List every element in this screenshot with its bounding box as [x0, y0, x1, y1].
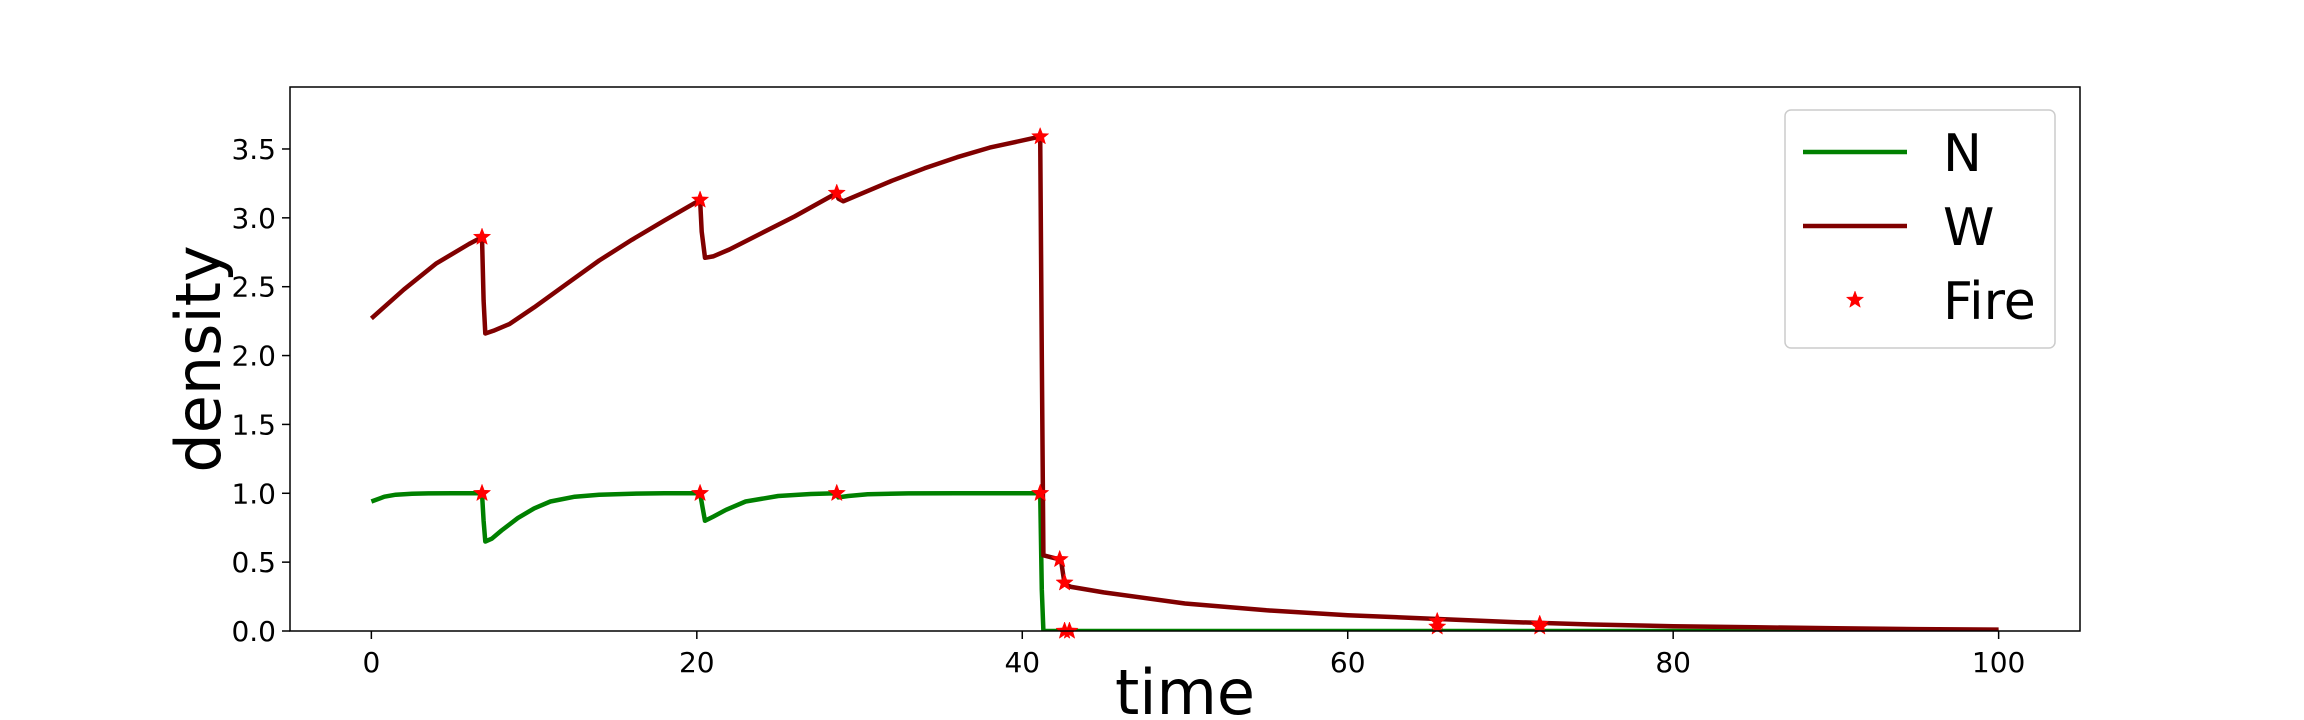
- y-tick-label: 2.0: [231, 340, 276, 373]
- fire-point: [1050, 549, 1069, 568]
- fire-point: [1030, 483, 1050, 502]
- fire-markers: [472, 126, 1549, 639]
- y-tick-label: 1.5: [231, 408, 276, 441]
- fire-point: [690, 483, 710, 502]
- y-tick-label: 0.0: [231, 615, 276, 648]
- x-axis-label: time: [1115, 656, 1255, 720]
- y-tick-label: 2.5: [231, 271, 276, 304]
- x-tick-label: 40: [1004, 646, 1040, 679]
- x-axis: 0 20 40 60 80 100: [362, 631, 2025, 679]
- plot-area-frame: [289, 86, 2081, 632]
- legend-label-w: W: [1943, 198, 1994, 258]
- x-tick-label: 0: [362, 646, 380, 679]
- fire-point: [472, 227, 492, 245]
- series-line-w: [369, 134, 1999, 631]
- x-tick-label: 100: [1972, 646, 2025, 679]
- fire-point: [690, 190, 710, 208]
- y-tick-label: 3.5: [231, 133, 276, 166]
- fire-point: [1030, 126, 1050, 145]
- y-axis-label: density: [162, 245, 235, 472]
- y-tick-label: 3.0: [231, 202, 276, 235]
- legend: NW Fire: [1784, 109, 2056, 349]
- y-tick-label: 0.5: [231, 546, 276, 579]
- x-tick-label: 80: [1655, 646, 1691, 679]
- fire-point: [472, 483, 492, 502]
- x-tick-label: 20: [679, 646, 715, 679]
- y-tick-label: 1.0: [231, 477, 276, 510]
- fire-point: [1055, 573, 1074, 591]
- series-line-n: [370, 491, 1999, 631]
- fire-point: [1060, 621, 1079, 639]
- fire-point: [827, 183, 846, 201]
- x-tick-label: 60: [1330, 646, 1366, 679]
- legend-box: [1784, 109, 2056, 349]
- y-axis: 0.0 0.5 1.0 1.5 2.0 2.5 3.0 3.5: [231, 133, 290, 648]
- legend-label-fire: Fire: [1943, 272, 2036, 332]
- fire-point: [827, 483, 846, 502]
- legend-label-n: N: [1943, 124, 1982, 184]
- legend-marker-fire: [1845, 290, 1865, 308]
- series-layer: [369, 134, 1999, 631]
